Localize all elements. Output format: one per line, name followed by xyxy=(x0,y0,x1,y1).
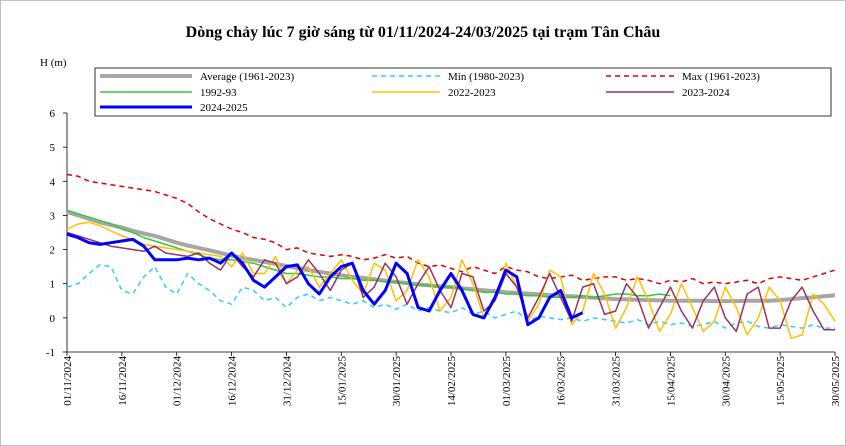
x-tick-label: 01/03/2025 xyxy=(501,356,513,407)
x-tick-label: 15/01/2025 xyxy=(336,356,348,407)
x-tick-label: 15/04/2025 xyxy=(665,356,677,407)
y-tick-label: 0 xyxy=(50,313,56,325)
legend-box xyxy=(94,67,832,117)
series-line xyxy=(66,232,584,327)
x-tick-label: 30/05/2025 xyxy=(830,356,842,407)
x-tick-label: 01/12/2024 xyxy=(172,356,184,407)
series-line xyxy=(66,173,836,285)
y-tick-label: 2 xyxy=(50,245,56,257)
y-tick-label: 1 xyxy=(50,279,56,291)
y-tick-label: -1 xyxy=(46,347,55,359)
legend-label: 2024-2025 xyxy=(200,102,248,114)
y-tick-label: 6 xyxy=(50,108,56,120)
legend-label: 1992-93 xyxy=(200,87,237,99)
chart-title: Dòng chảy lúc 7 giờ sáng từ 01/11/2024-2… xyxy=(186,24,661,41)
x-tick-label: 16/11/2024 xyxy=(117,356,129,406)
legend-label: 2023-2024 xyxy=(682,87,730,99)
x-tick-label: 15/05/2025 xyxy=(775,356,787,407)
x-tick-label: 30/04/2025 xyxy=(720,356,732,407)
x-tick-label: 16/03/2025 xyxy=(556,356,568,407)
series-line xyxy=(66,231,835,333)
x-tick-label: 01/11/2024 xyxy=(62,356,74,406)
legend-label: Min (1980-2023) xyxy=(448,71,524,83)
legend-label: 2022-2023 xyxy=(448,87,496,99)
x-tick-label: 31/03/2025 xyxy=(611,356,623,407)
y-tick-label: 4 xyxy=(50,176,56,188)
y-tick-label: 3 xyxy=(50,210,56,222)
series-line xyxy=(66,221,836,340)
y-axis-label: H (m) xyxy=(40,57,67,69)
x-tick-label: 14/02/2025 xyxy=(446,356,458,407)
series-line xyxy=(66,264,835,329)
x-tick-label: 31/12/2024 xyxy=(281,356,293,407)
x-tick-label: 30/01/2025 xyxy=(391,356,403,407)
y-tick-label: 5 xyxy=(50,142,56,154)
legend-label: Max (1961-2023) xyxy=(682,71,760,83)
legend-label: Average (1961-2023) xyxy=(200,71,295,83)
x-tick-label: 16/12/2024 xyxy=(227,356,239,407)
